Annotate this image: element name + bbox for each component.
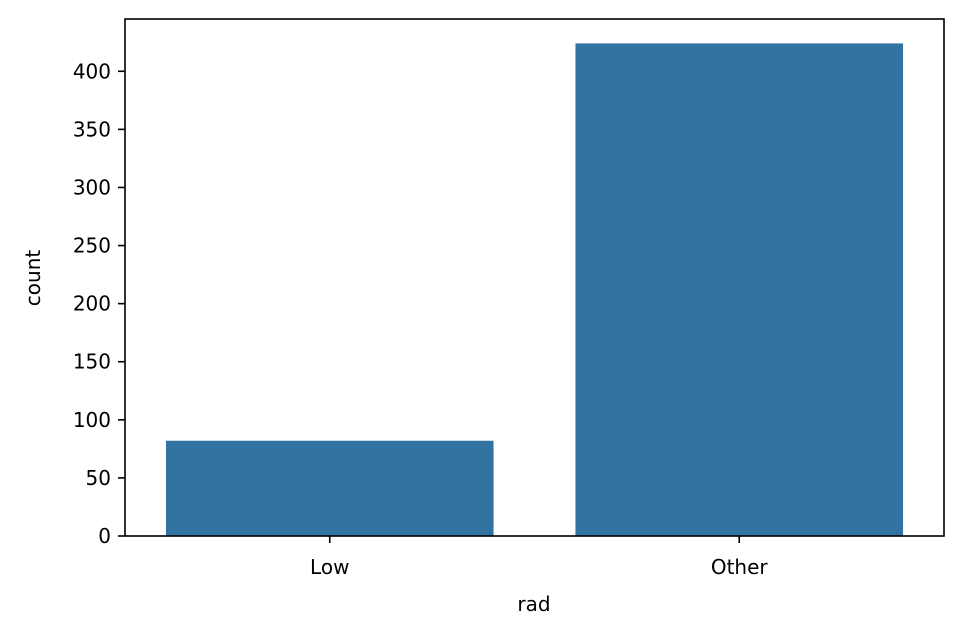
x-tick-label: Other	[711, 555, 769, 579]
bar-low	[165, 440, 494, 536]
y-tick-label: 0	[98, 524, 111, 548]
plot-frame	[124, 18, 945, 537]
y-tick-label: 250	[73, 234, 111, 258]
y-axis-label: count	[21, 250, 45, 307]
x-axis-label: rad	[517, 592, 550, 616]
y-tick-label: 400	[73, 59, 111, 83]
y-tick-label: 350	[73, 117, 111, 141]
y-tick-label: 200	[73, 292, 111, 316]
y-axis-ticks: 0 50 100 150 200 250 300 350 400	[73, 59, 125, 548]
bars-group	[165, 43, 904, 536]
x-tick-label: Low	[310, 555, 349, 579]
y-tick-label: 300	[73, 175, 111, 199]
y-tick-label: 100	[73, 408, 111, 432]
x-axis-ticks: Low Other	[310, 536, 768, 579]
bar-other	[575, 43, 904, 536]
y-tick-label: 50	[86, 466, 111, 490]
y-tick-label: 150	[73, 350, 111, 374]
